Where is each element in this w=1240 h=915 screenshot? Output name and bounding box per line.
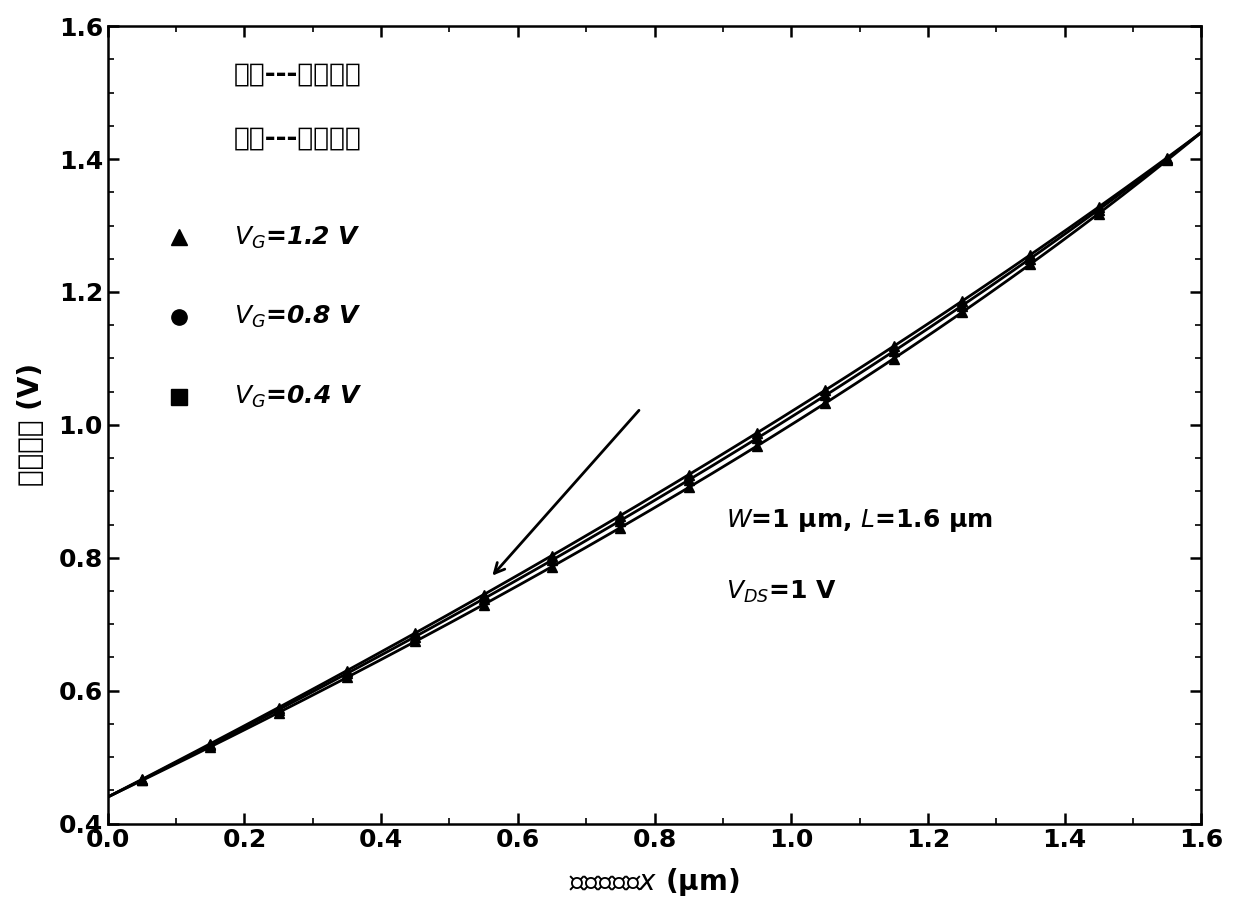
- Text: 实线---模型结果: 实线---模型结果: [233, 62, 361, 88]
- Text: 符号---仿真结果: 符号---仿真结果: [233, 126, 361, 152]
- Text: $V_G$=0.4 V: $V_G$=0.4 V: [233, 384, 362, 410]
- Text: $V_G$=0.8 V: $V_G$=0.8 V: [233, 304, 361, 330]
- Text: $\mathit{W}$=1 μm, $\mathit{L}$=1.6 μm: $\mathit{W}$=1 μm, $\mathit{L}$=1.6 μm: [725, 507, 992, 534]
- Text: $V_{DS}$=1 V: $V_{DS}$=1 V: [725, 579, 836, 606]
- Text: $V_G$=1.2 V: $V_G$=1.2 V: [233, 224, 360, 251]
- X-axis label: 沟道位置，$x$ (μm): 沟道位置，$x$ (μm): [569, 867, 740, 899]
- Y-axis label: 沟道电势 (V): 沟道电势 (V): [16, 363, 45, 487]
